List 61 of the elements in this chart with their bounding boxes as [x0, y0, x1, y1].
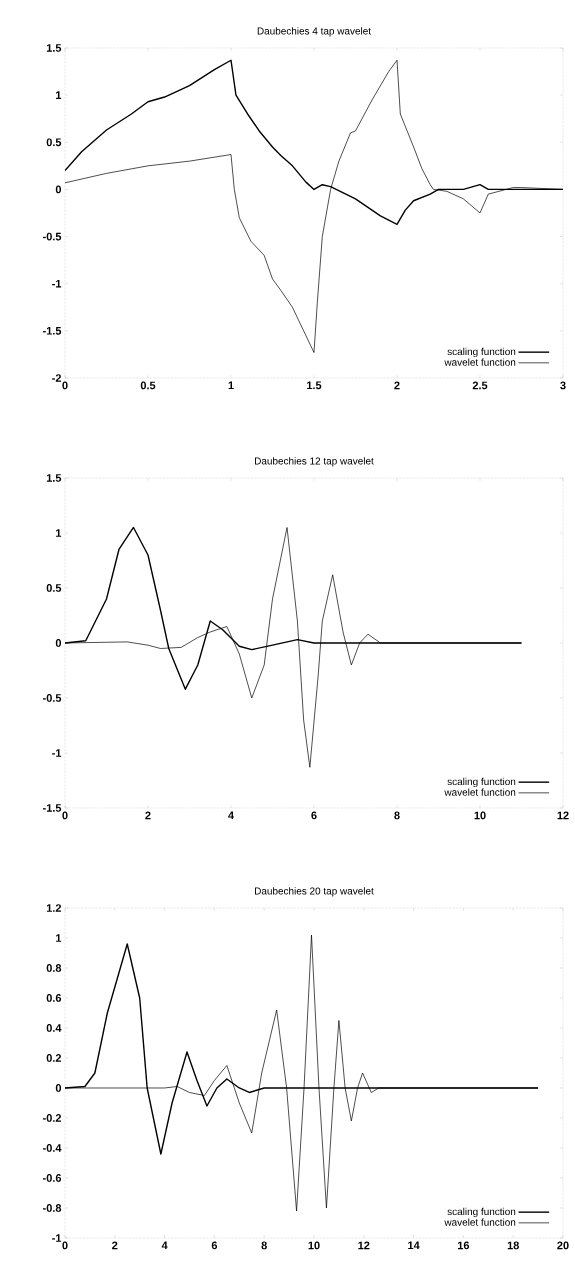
y-tick-label: -2 [52, 374, 62, 382]
y-tick-label: 0.5 [46, 138, 62, 147]
x-tick-label: 2 [112, 1241, 118, 1250]
y-tick-label: 1 [56, 91, 62, 99]
y-tick-label: -0.6 [43, 1174, 62, 1182]
y-tick-label: -0.5 [43, 694, 62, 702]
y-tick-label: -0.5 [43, 232, 62, 241]
y-tick-label: -0.4 [43, 1144, 62, 1152]
legend-label: wavelet function [444, 358, 516, 366]
y-tick-label: -0.8 [43, 1204, 62, 1212]
x-tick-label: 4 [161, 1241, 168, 1250]
x-tick-label: 20 [557, 1241, 569, 1250]
x-tick-label: 0 [62, 811, 68, 820]
x-tick-label: 16 [457, 1241, 470, 1250]
x-tick-label: 14 [408, 1241, 420, 1250]
y-tick-label: 0.2 [46, 1054, 62, 1062]
y-tick-label: 0 [55, 1084, 62, 1092]
x-tick-label: 10 [308, 1241, 320, 1250]
x-tick-label: 3 [560, 381, 566, 390]
y-tick-label: 1.5 [46, 44, 62, 52]
x-tick-label: 1 [228, 381, 234, 390]
y-tick-label: 1.5 [46, 474, 62, 482]
chart-title: Daubechies 12 tap wavelet [255, 457, 374, 467]
x-tick-label: 0 [62, 381, 68, 390]
y-tick-label: -1.5 [43, 804, 62, 812]
y-tick-label: 0.4 [46, 1024, 62, 1032]
x-tick-label: 18 [507, 1241, 519, 1250]
y-tick-label: 0.8 [46, 964, 62, 972]
chart-title: Daubechies 4 tap wavelet [257, 27, 371, 37]
x-tick-label: 2.5 [472, 381, 488, 390]
y-tick-label: 0.6 [46, 994, 62, 1002]
y-tick-label: -0.2 [43, 1114, 62, 1122]
x-tick-label: 2 [145, 811, 151, 820]
x-tick-label: 0.5 [140, 381, 156, 390]
y-tick-label: 0 [55, 639, 62, 647]
x-tick-label: 0 [62, 1241, 68, 1250]
y-tick-label: -1 [52, 279, 62, 288]
x-tick-label: 8 [394, 811, 400, 820]
y-tick-label: 1.2 [46, 904, 62, 912]
x-tick-label: 2 [394, 381, 400, 390]
chart-title: Daubechies 20 tap wavelet [255, 887, 374, 897]
y-tick-label: 1 [56, 529, 62, 537]
x-tick-label: 4 [228, 811, 234, 820]
x-tick-label: 12 [358, 1241, 370, 1250]
legend-label: scaling function [447, 777, 516, 788]
legend-label: wavelet function [444, 788, 516, 796]
legend-label: wavelet function [444, 1218, 516, 1226]
x-tick-label: 10 [474, 811, 486, 820]
y-tick-label: 0.5 [46, 584, 62, 592]
x-tick-label: 6 [211, 1241, 218, 1250]
x-tick-label: 8 [261, 1241, 267, 1250]
x-tick-label: 12 [557, 811, 569, 820]
x-tick-label: 1.5 [307, 381, 322, 390]
x-tick-label: 6 [311, 811, 317, 820]
legend-label: scaling function [447, 347, 516, 358]
y-tick-label: -1.5 [43, 327, 62, 335]
y-tick-label: -1 [52, 1234, 62, 1242]
y-tick-label: 0 [55, 185, 62, 194]
y-tick-label: -1 [52, 749, 62, 757]
legend-label: scaling function [447, 1207, 516, 1218]
y-tick-label: 1 [56, 934, 62, 942]
